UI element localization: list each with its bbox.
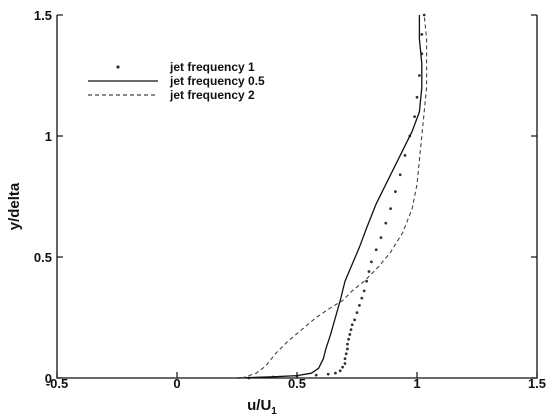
x-tick-label: 0.5 xyxy=(288,376,306,391)
data-point xyxy=(348,333,352,336)
data-point xyxy=(346,342,349,346)
series-line-jet-frequency-2 xyxy=(241,14,428,379)
data-point xyxy=(344,352,348,356)
data-point xyxy=(370,260,373,264)
y-tick-label: 1 xyxy=(45,129,52,144)
data-point xyxy=(350,323,354,327)
data-point xyxy=(341,365,344,369)
x-axis-title-main: u/U xyxy=(247,397,271,414)
data-point xyxy=(413,115,416,119)
legend-label: jet frequency 1 xyxy=(169,60,255,74)
y-axis-ticks: 0 0.5 1 1.5 xyxy=(34,8,537,386)
data-point xyxy=(353,318,356,322)
y-tick-label: 1.5 xyxy=(34,8,52,23)
data-point xyxy=(347,337,350,341)
x-axis-title: u/U1 xyxy=(247,397,277,415)
data-point xyxy=(367,270,371,273)
data-point xyxy=(355,311,359,315)
y-tick-label: 0.5 xyxy=(34,250,52,265)
data-point xyxy=(343,362,347,365)
legend-marker xyxy=(116,65,120,69)
y-axis-title: y/delta xyxy=(6,182,23,230)
plot-area: -0.5 0 0.5 1 1.5 00.511.5 xyxy=(34,8,546,391)
data-point xyxy=(349,328,353,331)
data-point xyxy=(379,236,383,240)
data-point xyxy=(403,153,407,157)
series-jet-frequency-1 xyxy=(247,13,426,380)
data-point xyxy=(362,289,366,293)
data-point xyxy=(343,357,347,361)
data-point xyxy=(394,190,397,194)
data-point xyxy=(398,173,402,177)
x-tick-label: 0 xyxy=(173,376,180,391)
data-point xyxy=(360,296,364,300)
series-line-jet-frequency-0_5 xyxy=(236,15,423,379)
data-point xyxy=(358,304,361,307)
data-point xyxy=(314,373,318,377)
data-point xyxy=(365,279,368,283)
data-point xyxy=(326,372,330,376)
data-point xyxy=(389,207,392,211)
y-tick-label: 0 xyxy=(45,371,52,386)
x-tick-label: 1 xyxy=(413,376,420,391)
legend-label: jet frequency 2 xyxy=(169,88,255,102)
legend-label: jet frequency 0.5 xyxy=(169,74,265,88)
data-point xyxy=(422,13,426,17)
data-point xyxy=(384,221,388,225)
plot-frame xyxy=(56,15,538,379)
data-point xyxy=(346,347,349,351)
data-point xyxy=(418,74,421,77)
data-point xyxy=(415,95,419,99)
series-layer xyxy=(236,13,428,380)
data-point xyxy=(338,369,342,373)
x-axis-ticks: -0.5 0 0.5 1 1.5 xyxy=(46,372,546,391)
data-point xyxy=(420,32,424,36)
data-point xyxy=(334,371,337,375)
x-tick-label: -0.5 xyxy=(46,376,68,391)
data-point xyxy=(374,248,378,252)
x-axis-title-subscript: 1 xyxy=(271,406,277,415)
x-tick-label: 1.5 xyxy=(528,376,546,391)
